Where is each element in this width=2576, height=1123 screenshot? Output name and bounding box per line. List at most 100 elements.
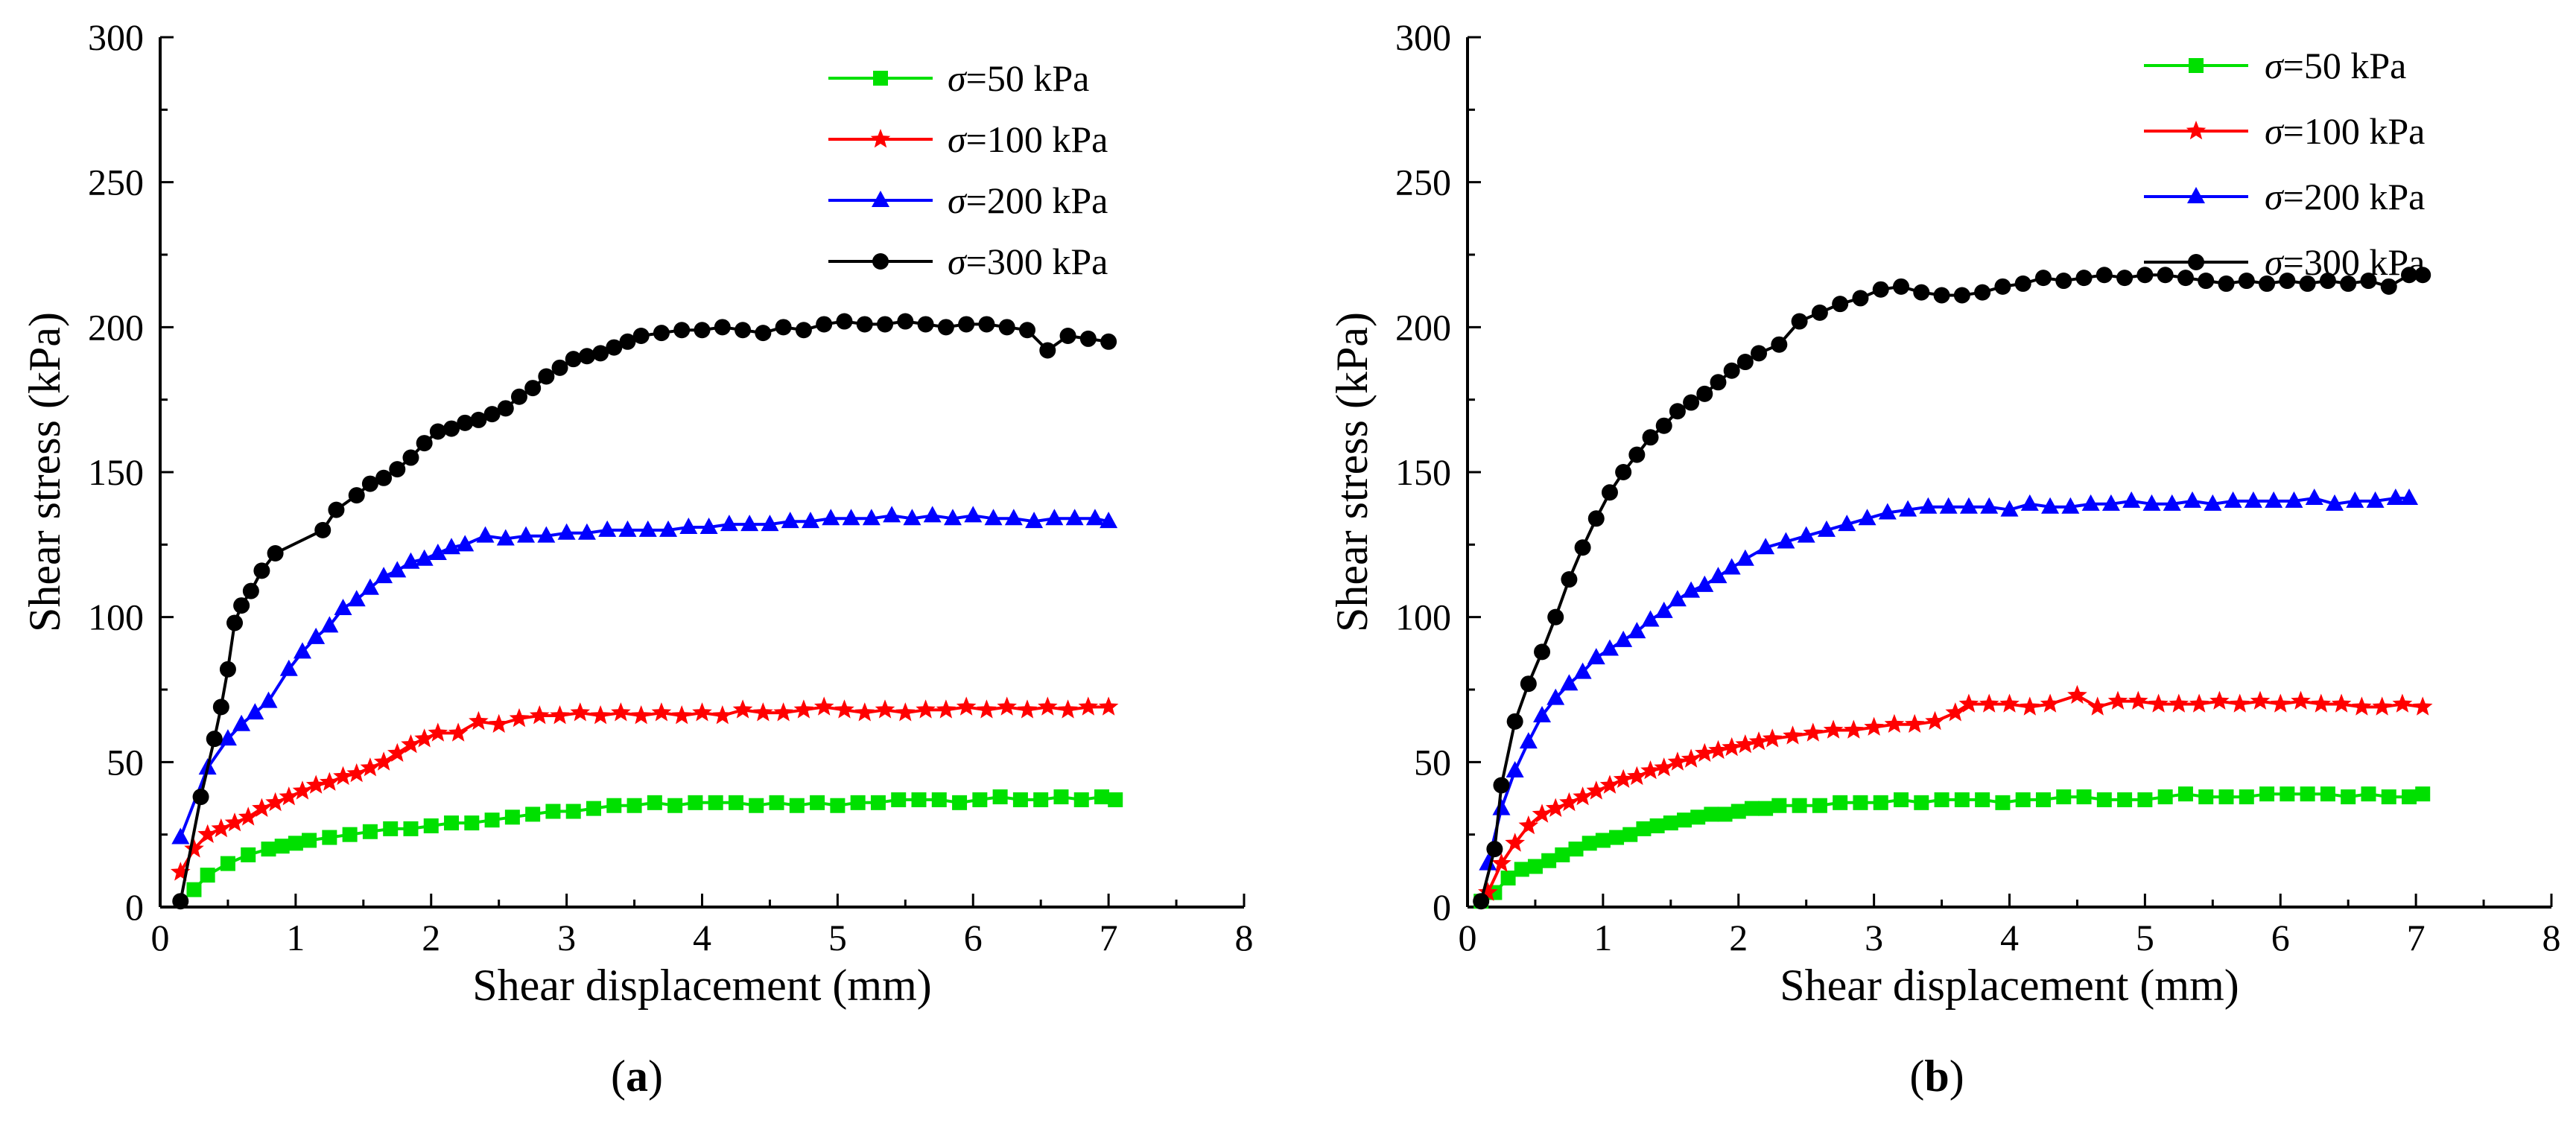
data-point <box>740 515 759 532</box>
x-tick-label: 4 <box>693 917 711 958</box>
legend-item: σ=50 kPa <box>2144 45 2406 86</box>
data-point <box>2209 690 2230 710</box>
data-point <box>1872 281 1889 298</box>
data-point <box>1587 510 1605 527</box>
data-point <box>712 705 733 725</box>
data-point <box>1520 675 1537 693</box>
data-point <box>1649 818 1665 833</box>
data-point <box>1568 842 1584 857</box>
data-point <box>1771 798 1787 813</box>
data-point <box>2402 789 2417 805</box>
data-point <box>2386 489 2405 506</box>
legend-marker <box>2186 121 2207 140</box>
data-point <box>667 798 683 813</box>
data-point <box>2270 693 2291 713</box>
data-point <box>524 380 542 397</box>
y-tick-label: 50 <box>1414 741 1451 783</box>
data-point <box>2230 693 2250 713</box>
legend-symbol: σ <box>2265 110 2285 152</box>
data-point <box>1636 821 1652 836</box>
data-point <box>334 598 352 615</box>
data-point <box>551 359 568 376</box>
data-point <box>186 882 202 897</box>
data-point <box>1599 774 1620 794</box>
legend-item: σ=300 kPa <box>828 241 1108 282</box>
panel-caption: (b) <box>1909 1052 1964 1101</box>
data-point <box>415 549 434 566</box>
data-point <box>2055 273 2072 290</box>
data-point <box>992 789 1008 805</box>
data-point <box>1532 804 1552 823</box>
y-tick-label: 250 <box>88 162 144 203</box>
data-point <box>2148 693 2169 713</box>
data-point <box>917 316 934 333</box>
legend-text: =300 kPa <box>2283 241 2426 283</box>
y-tick-label: 0 <box>125 886 144 928</box>
legend-label: σ=300 kPa <box>2265 241 2425 283</box>
data-point <box>1958 693 1979 713</box>
data-point <box>2204 494 2222 511</box>
data-point <box>631 705 651 725</box>
data-point <box>1833 795 1848 810</box>
data-point <box>2412 696 2433 716</box>
data-point <box>673 322 691 339</box>
legend-marker <box>872 253 889 270</box>
data-point <box>2101 494 2120 511</box>
data-point <box>2056 789 2072 805</box>
data-point <box>545 804 561 819</box>
data-point <box>1832 296 1849 313</box>
legend-text: =200 kPa <box>2283 176 2426 217</box>
data-point <box>360 757 381 777</box>
data-point <box>1690 809 1706 825</box>
data-point <box>1999 693 2020 713</box>
data-point <box>1493 777 1510 794</box>
data-point <box>1609 830 1625 845</box>
x-tick-label: 8 <box>1235 917 1254 958</box>
data-point <box>1615 464 1632 480</box>
legend-label: σ=100 kPa <box>2265 110 2425 152</box>
data-point <box>401 734 421 754</box>
data-point <box>773 702 793 722</box>
legend-text: =100 kPa <box>966 118 1108 160</box>
data-point <box>443 420 460 437</box>
data-point <box>1783 725 1803 745</box>
data-point <box>1059 328 1076 345</box>
caption-close: ) <box>648 1052 663 1101</box>
y-tick-label: 300 <box>88 16 144 58</box>
data-point <box>2340 275 2357 292</box>
data-point <box>578 348 595 365</box>
data-point <box>1723 362 1740 379</box>
data-point <box>2198 789 2214 805</box>
data-point <box>171 862 191 881</box>
data-point <box>1792 798 1807 813</box>
data-point <box>2000 500 2019 517</box>
data-point <box>1812 798 1827 813</box>
data-point <box>875 699 895 719</box>
data-point <box>1628 622 1646 639</box>
data-point <box>802 512 819 529</box>
data-point <box>1722 558 1741 575</box>
series-line <box>1486 496 2409 865</box>
data-point <box>1682 581 1701 598</box>
legend-item: σ=50 kPa <box>828 57 1089 99</box>
data-point <box>1038 696 1058 716</box>
data-point <box>916 699 936 719</box>
data-point <box>1073 792 1089 807</box>
data-point <box>1959 497 1978 514</box>
data-point <box>241 847 256 862</box>
data-point <box>1919 497 1938 514</box>
data-point <box>1100 512 1118 529</box>
data-point <box>577 523 596 540</box>
data-point <box>2122 491 2141 508</box>
data-point <box>958 316 975 333</box>
data-point <box>1518 815 1539 835</box>
data-point <box>2341 789 2356 805</box>
data-point <box>288 836 303 851</box>
data-point <box>1595 833 1611 848</box>
data-point <box>1878 503 1897 520</box>
data-point <box>2116 270 2134 287</box>
data-point <box>2014 275 2031 292</box>
data-point <box>632 328 650 345</box>
caption-letter: b <box>1924 1052 1949 1101</box>
